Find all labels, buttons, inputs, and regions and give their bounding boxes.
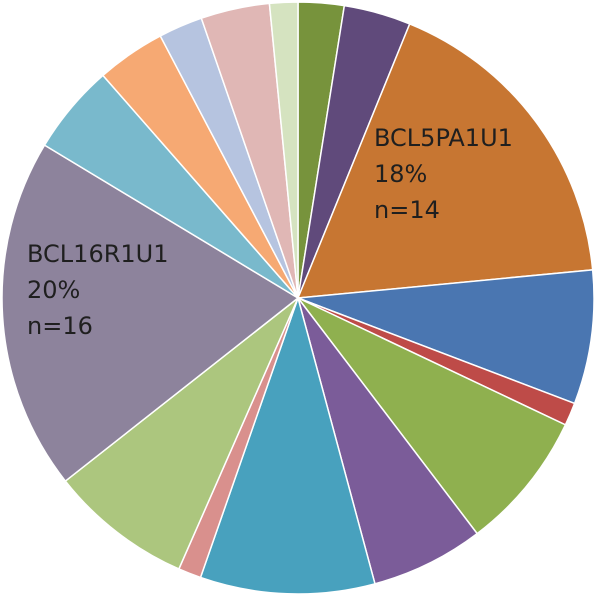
slice-label-bcl16r1u1: BCL16R1U1 20% n=16 <box>27 236 169 344</box>
slice-label-count: n=14 <box>374 196 440 224</box>
slice-label-name: BCL16R1U1 <box>27 240 169 268</box>
pie-slice-16 <box>268 1 299 299</box>
pie-slice-bcl5pa1u1 <box>296 22 594 299</box>
slice-label-percent: 18% <box>374 160 428 188</box>
slice-label-count: n=16 <box>27 312 93 340</box>
pie-slice-10 <box>64 297 299 570</box>
slice-label-name: BCL5PA1U1 <box>374 124 513 152</box>
pie-slice-6 <box>297 297 567 535</box>
slice-label-bcl5pa1u1: BCL5PA1U1 18% n=14 <box>374 120 513 228</box>
pie-slice-bcl16r1u1 <box>1 144 300 483</box>
pie-slice-8 <box>199 295 376 595</box>
slice-label-percent: 20% <box>27 276 81 304</box>
pie-slice-4 <box>297 269 595 405</box>
